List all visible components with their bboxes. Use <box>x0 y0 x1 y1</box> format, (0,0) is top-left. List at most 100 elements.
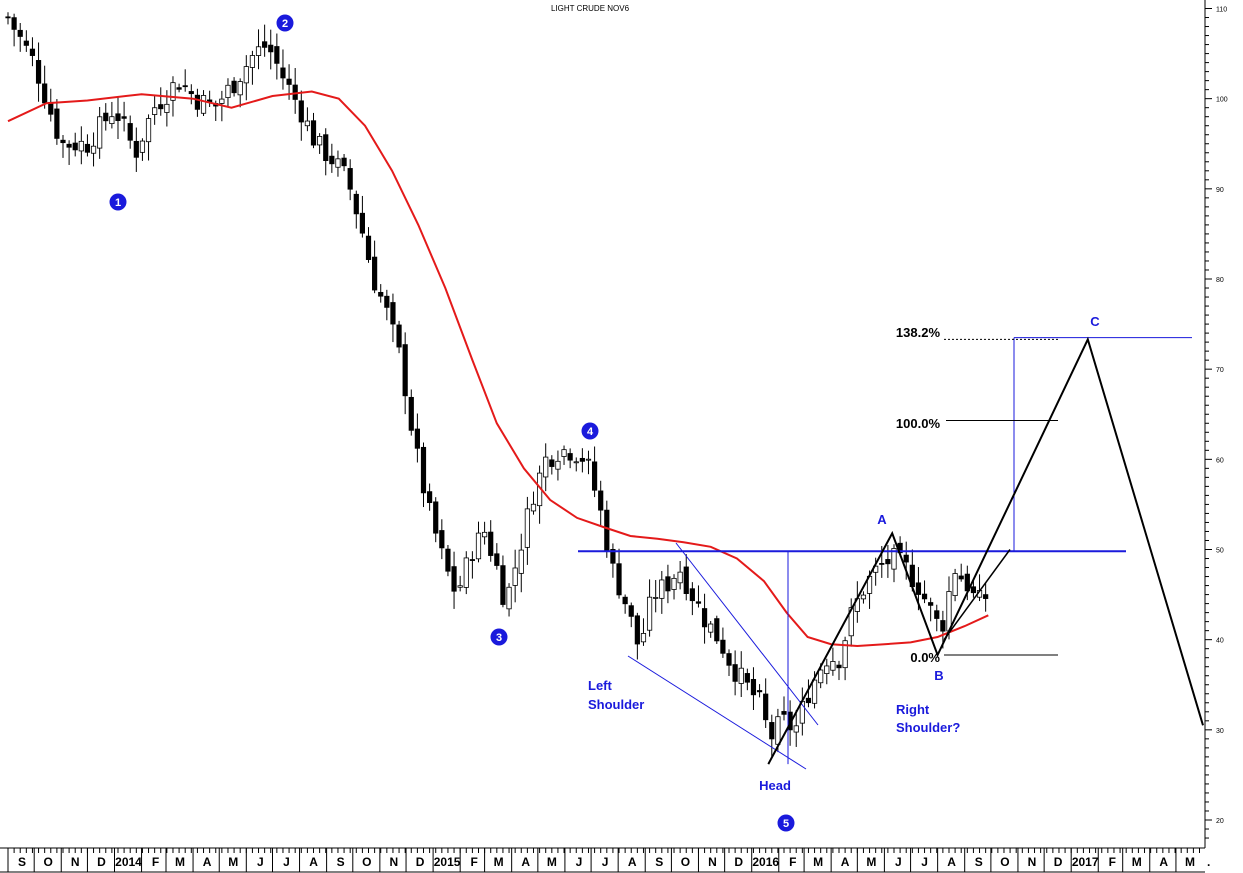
candle-body-134 <box>824 665 830 674</box>
candle-body-152 <box>934 610 940 619</box>
x-month-label-21: J <box>576 855 583 869</box>
x-month-label-28: 2016 <box>752 855 779 869</box>
candle-body-65 <box>402 344 408 397</box>
candle-body-115 <box>708 623 714 633</box>
x-month-label-34: J <box>921 855 928 869</box>
candle-body-136 <box>836 664 842 669</box>
candle-body-43 <box>268 44 274 53</box>
y-tick-label-40: 40 <box>1216 638 1224 645</box>
candle-body-1 <box>11 17 17 30</box>
x-month-label-15: D <box>416 855 425 869</box>
candle-body-108 <box>665 576 671 592</box>
x-month-label-37: O <box>1000 855 1009 869</box>
candle-body-104 <box>640 633 647 643</box>
y-tick-label-80: 80 <box>1216 277 1224 284</box>
candle-body-60 <box>372 256 378 291</box>
candle-body-126 <box>775 716 781 745</box>
candle-body-106 <box>653 597 659 599</box>
wave-5-badge <box>777 814 795 832</box>
candle-body-28 <box>176 87 182 90</box>
candle-body-97 <box>598 490 604 511</box>
candle-body-35 <box>219 98 225 104</box>
candle-body-113 <box>695 601 702 604</box>
candle-body-64 <box>396 324 402 348</box>
candle-body-133 <box>818 669 824 684</box>
x-month-label-11: A <box>309 855 318 869</box>
candle-body-140 <box>860 594 867 600</box>
wave-1-badge <box>109 193 127 211</box>
candle-body-17 <box>109 116 115 125</box>
y-tick-label-50: 50 <box>1216 548 1224 555</box>
candle-body-40 <box>249 55 256 68</box>
x-month-label-2: N <box>71 855 80 869</box>
candle-body-56 <box>347 168 353 190</box>
candle-body-109 <box>671 577 677 590</box>
candle-body-149 <box>915 582 922 595</box>
candle-body-11 <box>72 142 78 151</box>
candle-body-9 <box>60 139 66 144</box>
candle-body-105 <box>646 596 653 631</box>
x-month-label-35: A <box>947 855 956 869</box>
x-month-label-26: N <box>708 855 717 869</box>
candle-body-154 <box>946 591 952 632</box>
candle-body-70 <box>433 501 439 534</box>
candle-body-147 <box>903 554 909 563</box>
trendline-upper <box>675 542 819 726</box>
candle-body-13 <box>84 143 91 153</box>
candle-body-125 <box>769 722 775 740</box>
candle-body-121 <box>744 673 750 683</box>
candle-body-135 <box>830 661 836 671</box>
candle-body-143 <box>879 563 885 565</box>
candle-body-85 <box>524 508 530 548</box>
x-axis: S O N D 2014 F M A M J J A S O N D 2015 F M A M J J A S O N D 2016 F M… <box>0 847 1210 873</box>
x-month-label-12: S <box>337 855 345 869</box>
wave-4-number: 4 <box>587 426 594 438</box>
candle-body-122 <box>750 679 757 696</box>
candle-body-156 <box>958 575 964 580</box>
wave-1-number: 1 <box>115 197 121 209</box>
candle-body-69 <box>427 491 433 504</box>
x-month-label-1: O <box>44 855 53 869</box>
candle-body-77 <box>475 532 482 560</box>
wave-4-badge <box>581 422 599 440</box>
candle-body-49 <box>304 120 311 127</box>
x-month-label-43: A <box>1159 855 1168 869</box>
x-month-label-8: M <box>228 855 238 869</box>
candle-body-32 <box>200 95 207 114</box>
candle-body-155 <box>952 573 958 596</box>
x-month-label-30: M <box>813 855 823 869</box>
candle-body-145 <box>891 548 897 570</box>
left-shoulder-label-2: Shoulder <box>588 697 644 712</box>
candle-body-88 <box>543 456 549 478</box>
x-month-label-44: M <box>1185 855 1195 869</box>
x-month-label-5: F <box>152 855 159 869</box>
candle-body-12 <box>78 140 84 152</box>
x-month-label-13: O <box>362 855 371 869</box>
candle-body-48 <box>298 100 304 123</box>
candle-body-14 <box>90 145 97 154</box>
candle-body-21 <box>133 140 139 158</box>
y-axis: 20 30 40 50 60 70 80 90 100 110 <box>1204 0 1228 848</box>
y-tick-label-20: 20 <box>1216 818 1224 825</box>
candle-body-158 <box>970 586 977 594</box>
candle-body-100 <box>616 563 622 596</box>
candle-body-84 <box>518 549 524 574</box>
chart-title: LIGHT CRUDE NOV6 <box>551 4 630 13</box>
candle-body-95 <box>585 458 592 461</box>
candle-body-74 <box>457 585 463 588</box>
y-tick-label-30: 30 <box>1216 728 1224 735</box>
candle-body-38 <box>237 81 243 96</box>
candle-body-98 <box>604 509 610 552</box>
wave-2-badge <box>276 14 294 32</box>
x-month-label-22: J <box>602 855 609 869</box>
candle-body-83 <box>512 567 518 586</box>
x-month-label-40: 2017 <box>1072 855 1099 869</box>
candle-body-80 <box>494 553 500 566</box>
x-month-label-17: F <box>470 855 477 869</box>
candle-body-93 <box>573 461 579 464</box>
x-month-label-10: J <box>283 855 290 869</box>
candle-body-132 <box>811 679 818 704</box>
candle-body-81 <box>500 565 506 605</box>
moving-average-line <box>7 90 989 648</box>
